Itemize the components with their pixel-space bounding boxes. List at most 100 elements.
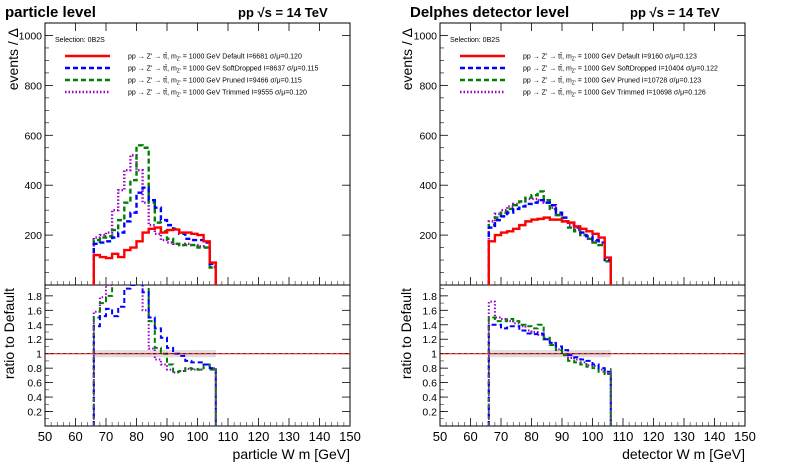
x-tick-label: 120 [248,429,270,444]
x-tick-label: 70 [494,429,508,444]
energy-prefix: pp √ [630,5,657,20]
legend-subscript: Z' [572,57,576,63]
energy-label: pp √s = 14 TeV [630,5,720,20]
series-pruned [92,144,217,285]
legend-subscript: Z' [177,57,181,63]
legend-detail: = 1000 GeV Trimmed I=9555 σ/μ=0.120 [181,90,307,97]
ratio-tick-label: 1.4 [27,320,42,332]
legend-detail: = 1000 GeV Pruned I=10728 σ/μ=0.123 [576,78,701,85]
x-tick-label: 120 [643,429,665,444]
legend-detail: = 1000 GeV SoftDropped I=10404 σ/μ=0.122 [576,66,718,73]
series-softdropped [92,186,217,285]
main-series-group [92,144,217,285]
ratio-tick-label: 0.6 [27,378,42,390]
y-tick-label: 200 [24,230,42,242]
ratio-tick-label: 0.6 [422,378,437,390]
legend-label-default: pp → Z' → tt̄, mZ' = 1000 GeV Default I=… [128,53,302,63]
chart-panel-1: Delphes detector level pp √s = 14 TeV 200 4… [398,4,756,462]
series-softdropped [487,198,612,285]
ratio-softdropped [487,323,612,426]
x-tick-label: 110 [613,429,634,444]
y-tick-label: 800 [24,80,42,92]
x-axis-label: detector W m [GeV] [622,446,745,462]
ratio-tick-label: 1.6 [27,305,42,317]
energy-prefix: pp √ [238,5,265,20]
main-frame [439,22,746,286]
legend-label-softdropped: pp → Z' → tt̄, mZ' = 1000 GeV SoftDroppe… [128,65,319,75]
main-series-group [487,190,612,285]
ratio-tick-label: 0.2 [422,407,437,419]
ratio-series-group [487,300,612,426]
legend-detail: = 1000 GeV Default I=6681 σ/μ=0.120 [181,54,302,61]
ratio-axis-label: ratio to Default [1,288,17,379]
x-tick-label: 140 [309,429,331,444]
ratio-softdropped [92,285,217,426]
y-axis-label: events / Δ [5,28,21,90]
legend-label-pruned: pp → Z' → tt̄, mZ' = 1000 GeV Pruned I=9… [128,77,302,87]
legend-subscript: Z' [572,69,576,75]
x-tick-label: 90 [555,429,569,444]
x-tick-label: 150 [734,429,756,444]
legend-detail: = 1000 GeV Pruned I=9466 σ/μ=0.115 [181,78,302,85]
ratio-tick-label: 1.2 [27,334,42,346]
y-tick-label: 600 [24,130,42,142]
series-default [487,216,612,285]
x-tick-label: 140 [704,429,726,444]
y-tick-label: 1000 [414,30,438,42]
series-default [92,226,217,285]
chart-panel-0: particle level pp √s = 14 TeV200400600800… [1,4,361,462]
legend-subscript: Z' [572,81,576,87]
legend-label-pruned: pp → Z' → tt̄, mZ' = 1000 GeV Pruned I=1… [523,77,701,87]
legend-process: pp → Z' → tt̄, m [523,77,572,85]
legend-label-trimmed: pp → Z' → tt̄, mZ' = 1000 GeV Trimmed I=… [523,89,706,99]
series-trimmed [92,154,217,285]
energy-label: pp √s = 14 TeV [238,5,328,20]
chart-title: particle level [5,4,96,21]
legend-subscript: Z' [572,93,576,99]
ratio-tick-label: 1.2 [422,334,437,346]
ratio-tick-label: 1.6 [422,305,437,317]
ratio-tick-label: 0.2 [27,407,42,419]
legend-process: pp → Z' → tt̄, m [523,53,572,61]
legend-label-softdropped: pp → Z' → tt̄, mZ' = 1000 GeV SoftDroppe… [523,65,718,75]
legend-label-default: pp → Z' → tt̄, mZ' = 1000 GeV Default I=… [523,53,697,63]
x-tick-label: 100 [582,429,604,444]
energy-suffix: s = 14 TeV [657,5,720,20]
y-axis-label: events / Δ [399,28,415,90]
legend-detail: = 1000 GeV Default I=9160 σ/μ=0.123 [576,54,697,61]
ratio-axis-label: ratio to Default [398,288,414,379]
ratio-tick-label: 0.4 [422,392,437,404]
y-tick-label: 400 [419,180,437,192]
energy-suffix: s = 14 TeV [265,5,328,20]
ratio-tick-label: 1.8 [27,291,42,303]
legend-subscript: Z' [177,69,181,75]
ratio-tick-label: 1.8 [422,291,437,303]
legend-process: pp → Z' → tt̄, m [128,53,177,61]
x-tick-label: 110 [218,429,239,444]
y-tick-label: 800 [419,80,437,92]
ratio-tick-label: 1.4 [422,320,437,332]
x-tick-label: 50 [433,429,447,444]
chart-title: Delphes detector level [410,4,569,21]
ratio-tick-label: 1 [431,349,437,361]
x-tick-label: 80 [129,429,143,444]
ratio-tick-label: 0.8 [422,363,437,375]
y-tick-label: 600 [419,130,437,142]
series-trimmed [487,197,612,285]
selection-label: Selection: 0B2S [450,37,500,44]
x-tick-label: 70 [99,429,113,444]
legend-process: pp → Z' → tt̄, m [128,89,177,97]
ratio-pruned [92,285,217,426]
x-tick-label: 150 [339,429,361,444]
legend-label-trimmed: pp → Z' → tt̄, mZ' = 1000 GeV Trimmed I=… [128,89,307,99]
legend-subscript: Z' [177,81,181,87]
y-tick-label: 400 [24,180,42,192]
x-axis-label: particle W m [GeV] [233,446,350,462]
legend-process: pp → Z' → tt̄, m [128,77,177,85]
ratio-series-group [92,285,217,426]
legend-process: pp → Z' → tt̄, m [523,89,572,97]
x-tick-label: 60 [463,429,477,444]
x-tick-label: 80 [524,429,538,444]
x-tick-label: 60 [68,429,82,444]
ratio-pruned [487,316,612,426]
